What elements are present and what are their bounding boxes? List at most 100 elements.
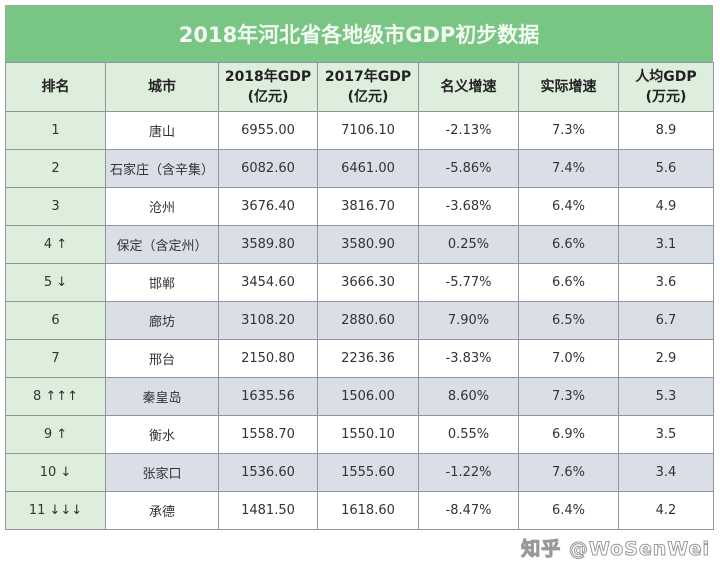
real-growth-cell: 6.9% (518, 415, 619, 454)
nominal-growth-cell: -8.47% (418, 491, 519, 530)
column-header: 人均GDP (万元) (618, 62, 714, 112)
table-row: 3 沧州 3676.40 3816.70 -3.68% 6.4% 4.9 (5, 187, 714, 226)
nominal-growth-cell: -1.22% (418, 453, 519, 492)
header-unit: (亿元) (347, 89, 389, 105)
table-row: 1 唐山 6955.00 7106.10 -2.13% 7.3% 8.9 (5, 111, 714, 150)
table-row: 11 ↓↓↓ 承德 1481.50 1618.60 -8.47% 6.4% 4.2 (5, 491, 714, 530)
table-title: 2018年河北省各地级市GDP初步数据 (5, 5, 713, 62)
gdp-2017-cell: 2880.60 (317, 301, 419, 340)
header-label: 人均GDP (635, 69, 697, 85)
header-label: 名义增速 (440, 79, 497, 95)
rank-cell: 9 ↑ (5, 415, 106, 454)
gdp-2018-cell: 1558.70 (218, 415, 318, 454)
header-label: 排名 (41, 79, 70, 95)
per-capita-gdp-cell: 3.5 (618, 415, 714, 454)
header-label: 2018年GDP (224, 69, 312, 85)
table-row: 9 ↑ 衡水 1558.70 1550.10 0.55% 6.9% 3.5 (5, 415, 714, 454)
per-capita-gdp-cell: 3.6 (618, 263, 714, 302)
header-row: 排名 城市 2018年GDP (亿元) 2017年GDP (亿元) 名义增速 实际增速 人均GD… (5, 62, 714, 112)
per-capita-gdp-cell: 5.6 (618, 149, 714, 188)
rank-cell: 10 ↓ (5, 453, 106, 492)
per-capita-gdp-cell: 3.4 (618, 453, 714, 492)
per-capita-gdp-cell: 4.2 (618, 491, 714, 530)
table-row: 4 ↑ 保定（含定州） 3589.80 3580.90 0.25% 6.6% 3.1 (5, 225, 714, 264)
header-unit: (万元) (645, 89, 687, 105)
table-row: 8 ↑↑↑ 秦皇岛 1635.56 1506.00 8.60% 7.3% 5.3 (5, 377, 714, 416)
city-cell: 承德 (105, 491, 219, 530)
per-capita-gdp-cell: 6.7 (618, 301, 714, 340)
city-cell: 保定（含定州） (105, 225, 219, 264)
city-cell: 衡水 (105, 415, 219, 454)
city-cell: 秦皇岛 (105, 377, 219, 416)
per-capita-gdp-cell: 4.9 (618, 187, 714, 226)
city-cell: 张家口 (105, 453, 219, 492)
gdp-2018-cell: 1536.60 (218, 453, 318, 492)
column-header: 排名 (5, 62, 106, 112)
rank-cell: 3 (5, 187, 106, 226)
header-label: 城市 (148, 79, 176, 95)
per-capita-gdp-cell: 2.9 (618, 339, 714, 378)
gdp-2017-cell: 2236.36 (317, 339, 419, 378)
city-cell: 邢台 (105, 339, 219, 378)
rank-cell: 5 ↓ (5, 263, 106, 302)
real-growth-cell: 7.3% (518, 111, 619, 150)
nominal-growth-cell: 8.60% (418, 377, 519, 416)
column-header: 实际增速 (518, 62, 619, 112)
gdp-2018-cell: 6082.60 (218, 149, 318, 188)
gdp-2017-cell: 1506.00 (317, 377, 419, 416)
table-row: 2 石家庄（含辛集） 6082.60 6461.00 -5.86% 7.4% 5.6 (5, 149, 714, 188)
rank-cell: 7 (5, 339, 106, 378)
gdp-2018-cell: 2150.80 (218, 339, 318, 378)
real-growth-cell: 7.3% (518, 377, 619, 416)
nominal-growth-cell: -5.86% (418, 149, 519, 188)
header-unit: (亿元) (247, 89, 289, 105)
gdp-2017-cell: 3666.30 (317, 263, 419, 302)
gdp-2017-cell: 1555.60 (317, 453, 419, 492)
gdp-2017-cell: 6461.00 (317, 149, 419, 188)
rank-cell: 4 ↑ (5, 225, 106, 264)
gdp-2018-cell: 6955.00 (218, 111, 318, 150)
nominal-growth-cell: 0.55% (418, 415, 519, 454)
nominal-growth-cell: 7.90% (418, 301, 519, 340)
gdp-2017-cell: 7106.10 (317, 111, 419, 150)
gdp-2018-cell: 1481.50 (218, 491, 318, 530)
city-cell: 邯郸 (105, 263, 219, 302)
nominal-growth-cell: -3.83% (418, 339, 519, 378)
gdp-table: 排名 城市 2018年GDP (亿元) 2017年GDP (亿元) 名义增速 实际增速 人均GD… (5, 62, 714, 530)
gdp-2017-cell: 3580.90 (317, 225, 419, 264)
gdp-2018-cell: 3589.80 (218, 225, 318, 264)
real-growth-cell: 6.4% (518, 491, 619, 530)
city-cell: 石家庄（含辛集） (105, 149, 219, 188)
rank-cell: 2 (5, 149, 106, 188)
nominal-growth-cell: -5.77% (418, 263, 519, 302)
real-growth-cell: 6.6% (518, 263, 619, 302)
city-cell: 廊坊 (105, 301, 219, 340)
table-row: 6 廊坊 3108.20 2880.60 7.90% 6.5% 6.7 (5, 301, 714, 340)
per-capita-gdp-cell: 8.9 (618, 111, 714, 150)
gdp-2018-cell: 3108.20 (218, 301, 318, 340)
gdp-2017-cell: 1550.10 (317, 415, 419, 454)
column-header: 2018年GDP (亿元) (218, 62, 318, 112)
real-growth-cell: 6.4% (518, 187, 619, 226)
gdp-2018-cell: 1635.56 (218, 377, 318, 416)
real-growth-cell: 6.5% (518, 301, 619, 340)
table-row: 5 ↓ 邯郸 3454.60 3666.30 -5.77% 6.6% 3.6 (5, 263, 714, 302)
real-growth-cell: 7.0% (518, 339, 619, 378)
column-header: 城市 (105, 62, 219, 112)
rank-cell: 6 (5, 301, 106, 340)
nominal-growth-cell: 0.25% (418, 225, 519, 264)
per-capita-gdp-cell: 3.1 (618, 225, 714, 264)
gdp-2018-cell: 3454.60 (218, 263, 318, 302)
city-cell: 沧州 (105, 187, 219, 226)
rank-cell: 8 ↑↑↑ (5, 377, 106, 416)
nominal-growth-cell: -3.68% (418, 187, 519, 226)
real-growth-cell: 7.6% (518, 453, 619, 492)
table-row: 7 邢台 2150.80 2236.36 -3.83% 7.0% 2.9 (5, 339, 714, 378)
per-capita-gdp-cell: 5.3 (618, 377, 714, 416)
city-cell: 唐山 (105, 111, 219, 150)
watermark: 知乎 @WoSenWei (521, 538, 710, 561)
gdp-table-container: 2018年河北省各地级市GDP初步数据 排名 城市 2018年GDP (亿元) 2017… (5, 5, 714, 530)
rank-cell: 1 (5, 111, 106, 150)
column-header: 名义增速 (418, 62, 519, 112)
gdp-2017-cell: 3816.70 (317, 187, 419, 226)
